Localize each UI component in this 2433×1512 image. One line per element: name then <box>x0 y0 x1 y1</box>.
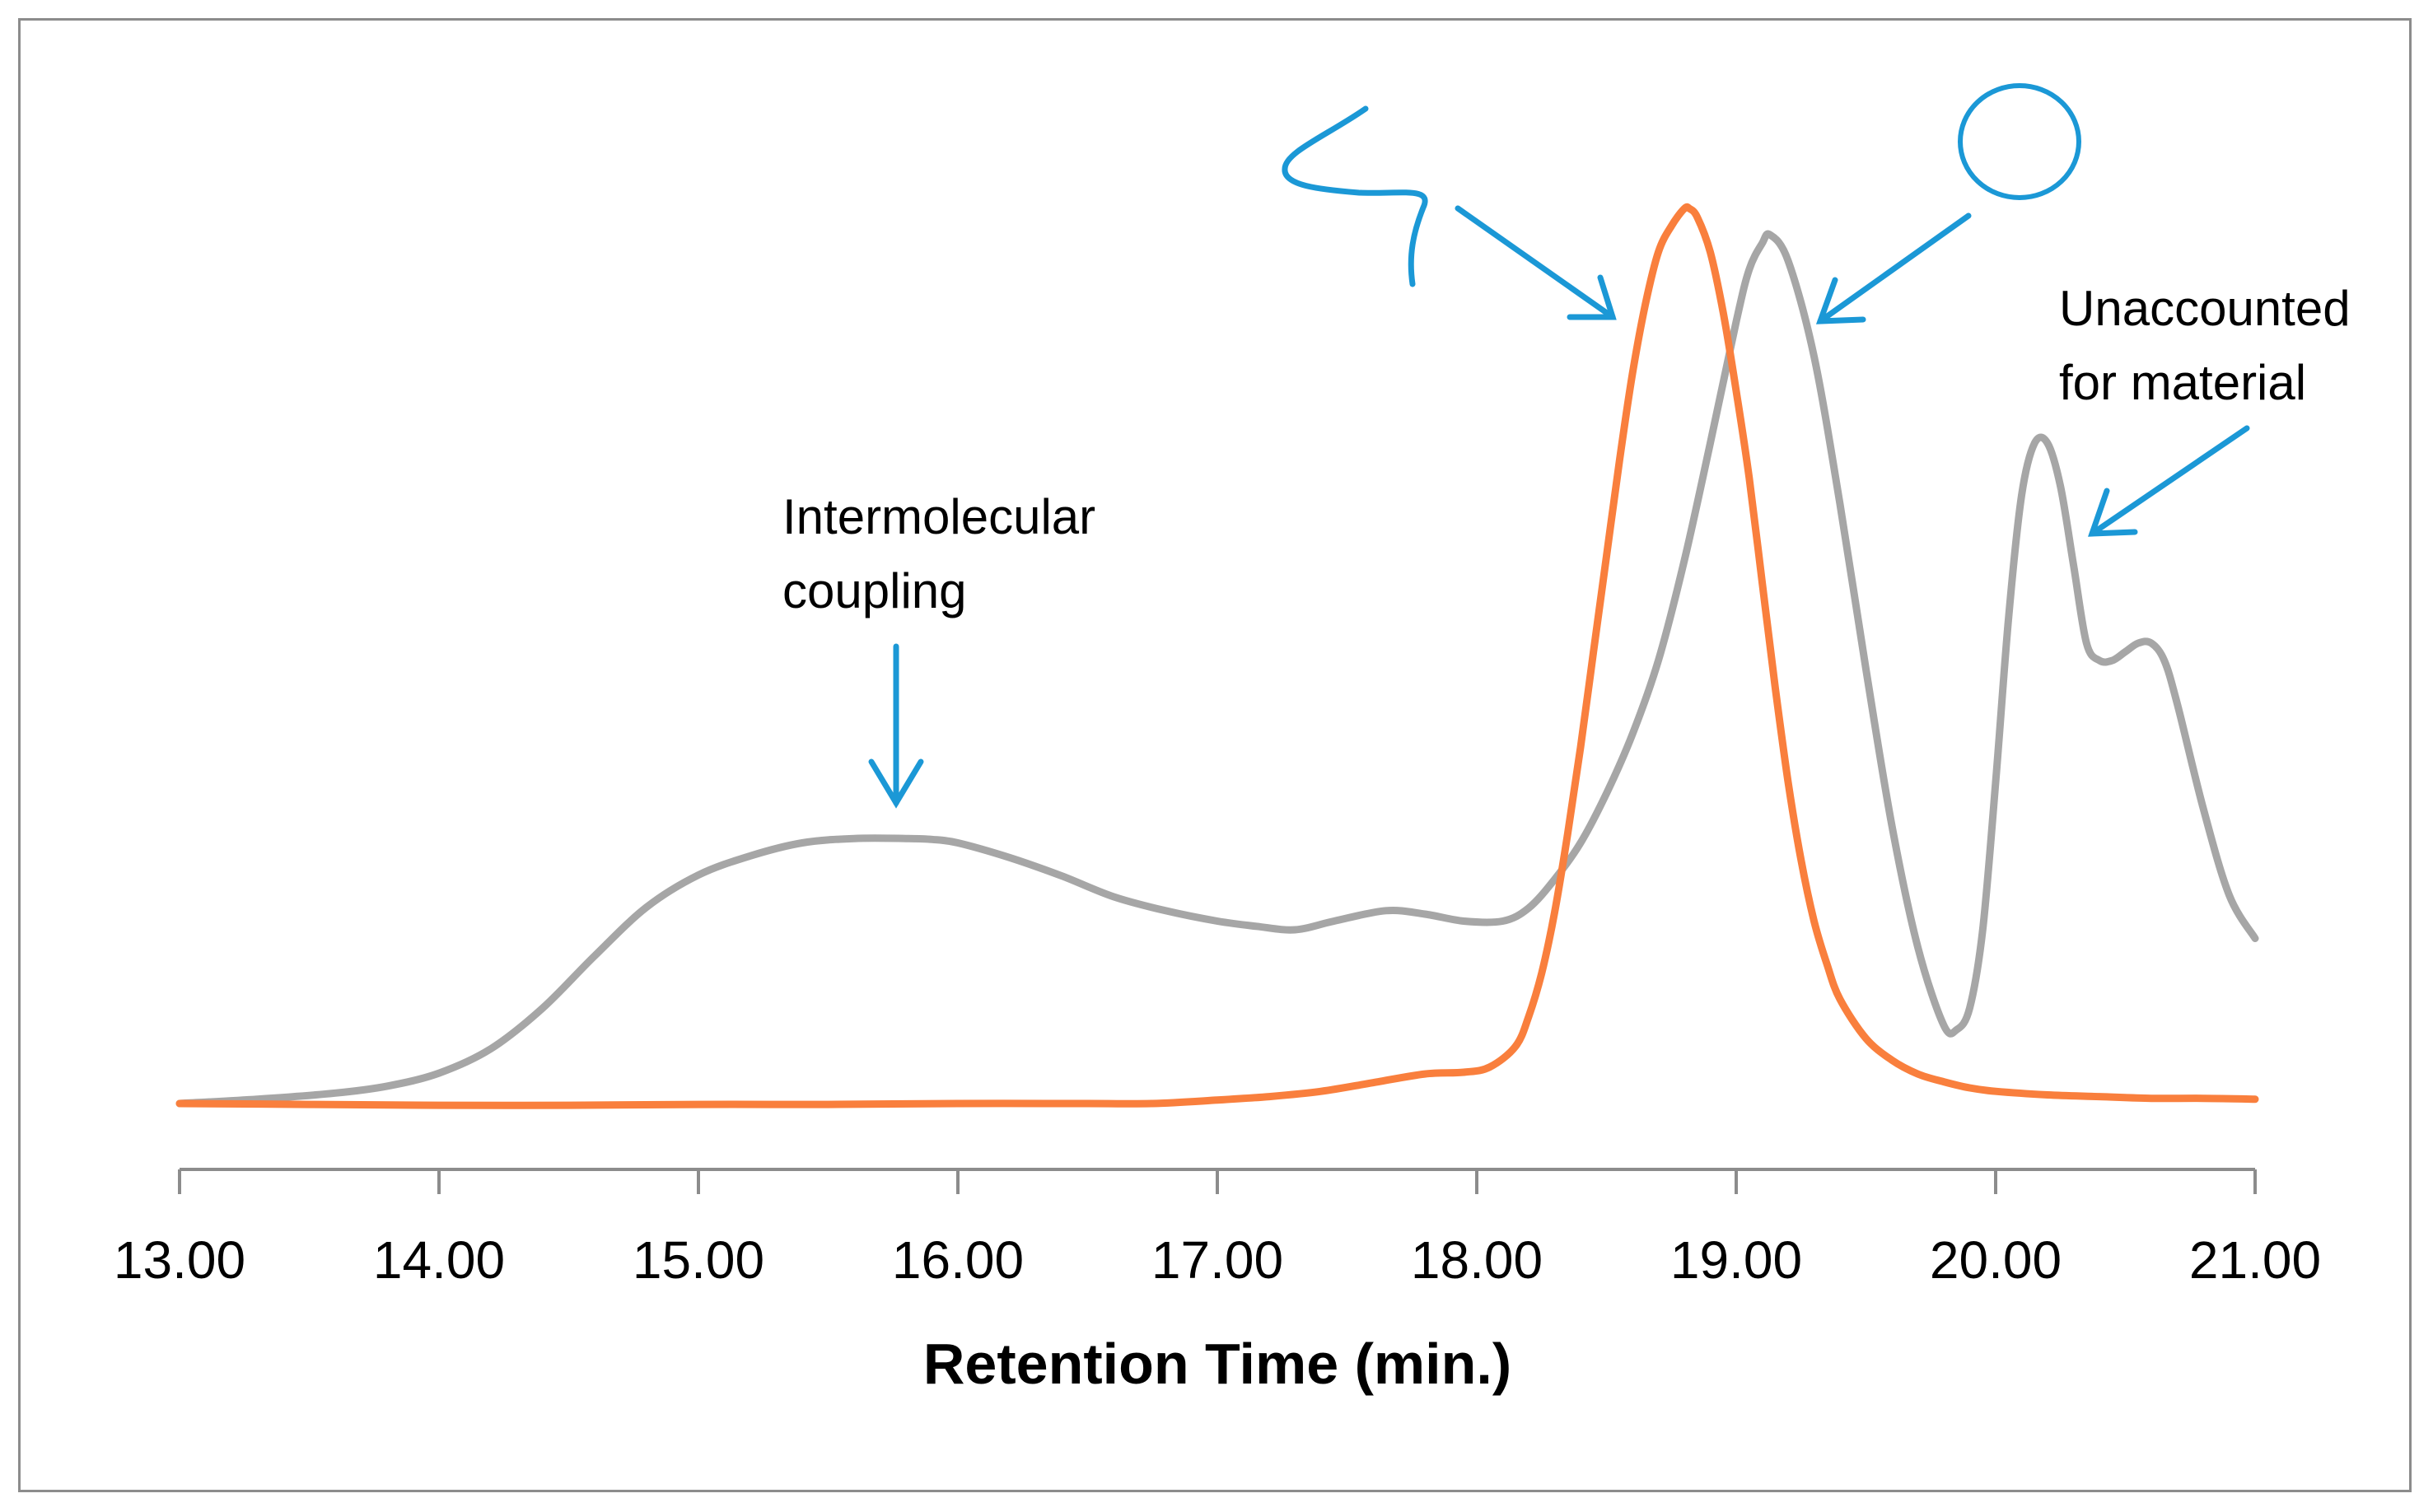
series-line-gray <box>175 230 2259 1108</box>
x-axis-ticks <box>178 1169 2257 1194</box>
x-tick-label: 14.00 <box>373 1230 505 1290</box>
squiggle-line-icon <box>1282 105 1428 287</box>
annotation-text-line: Unaccounted <box>2059 281 2351 336</box>
annotation-unaccounted-material: Unaccounted for material <box>2059 281 2351 537</box>
x-tick-label: 18.00 <box>1411 1230 1543 1290</box>
annotation-intermolecular-coupling: Intermolecular coupling <box>782 489 1095 809</box>
x-axis-tick-labels: 13.00 14.00 15.00 16.00 17.00 18.00 19.00 20.00… <box>114 1230 2321 1290</box>
arrow-icon <box>1455 205 1617 320</box>
down-arrow-icon <box>868 643 924 809</box>
series-lines <box>175 203 2259 1109</box>
annotation-text-line: Intermolecular <box>782 489 1095 544</box>
circle-icon <box>1958 83 2081 200</box>
x-tick-label: 17.00 <box>1151 1230 1283 1290</box>
series-line-orange <box>175 203 2259 1109</box>
annotation-text-line: coupling <box>782 563 967 618</box>
x-tick-label: 21.00 <box>2189 1230 2321 1290</box>
x-tick-label: 19.00 <box>1670 1230 1802 1290</box>
chart-frame <box>18 18 2412 1492</box>
arrow-icon <box>1815 212 1972 324</box>
x-tick-label: 15.00 <box>633 1230 764 1290</box>
arrow-icon <box>2088 425 2250 537</box>
annotation-text-line: for material <box>2059 355 2306 410</box>
x-tick-label: 20.00 <box>1930 1230 2062 1290</box>
x-tick-label: 13.00 <box>114 1230 245 1290</box>
x-tick-label: 16.00 <box>892 1230 1024 1290</box>
x-axis-title: Retention Time (min.) <box>923 1332 1511 1396</box>
